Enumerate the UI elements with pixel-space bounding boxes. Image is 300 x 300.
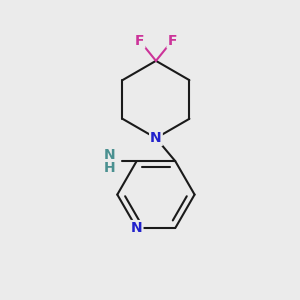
Text: N: N <box>131 221 142 235</box>
Text: F: F <box>167 34 177 48</box>
Text: N: N <box>150 131 162 145</box>
Text: H: H <box>103 161 115 175</box>
Text: N: N <box>103 148 115 162</box>
Text: F: F <box>135 34 144 48</box>
